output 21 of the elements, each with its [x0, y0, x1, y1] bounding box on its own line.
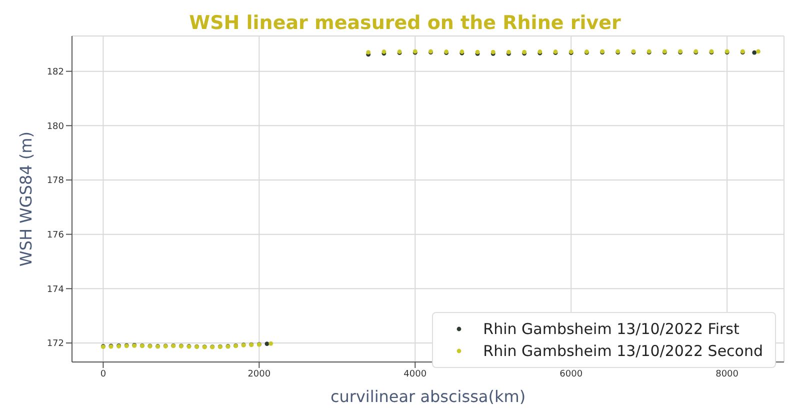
chart-title: WSH linear measured on the Rhine river [188, 12, 622, 34]
y-tick-label: 172 [46, 339, 64, 350]
x-axis-title: curvilinear abscissa(km) [330, 387, 526, 406]
x-tick-label: 2000 [248, 369, 271, 380]
y-tick-label: 178 [46, 176, 64, 186]
legend-label: Rhin Gambsheim 13/10/2022 Second [483, 341, 763, 362]
y-axis-title: WSH WGS84 (m) [16, 132, 36, 266]
x-tick-label: 4000 [404, 369, 427, 380]
y-tick-label: 180 [46, 122, 64, 132]
y-tick-label: 174 [46, 284, 64, 295]
point [264, 342, 270, 346]
x-tick-label: 6000 [560, 369, 583, 380]
point [752, 50, 757, 55]
point [366, 50, 371, 54]
point [756, 49, 760, 54]
legend-label: Rhin Gambsheim 13/10/2022 First [483, 319, 740, 340]
x-tick-label: 8000 [716, 369, 739, 380]
y-tick-label: 182 [46, 68, 64, 78]
x-tick-label: 0 [100, 369, 106, 380]
y-tick-label: 176 [46, 230, 64, 241]
point [268, 341, 274, 346]
